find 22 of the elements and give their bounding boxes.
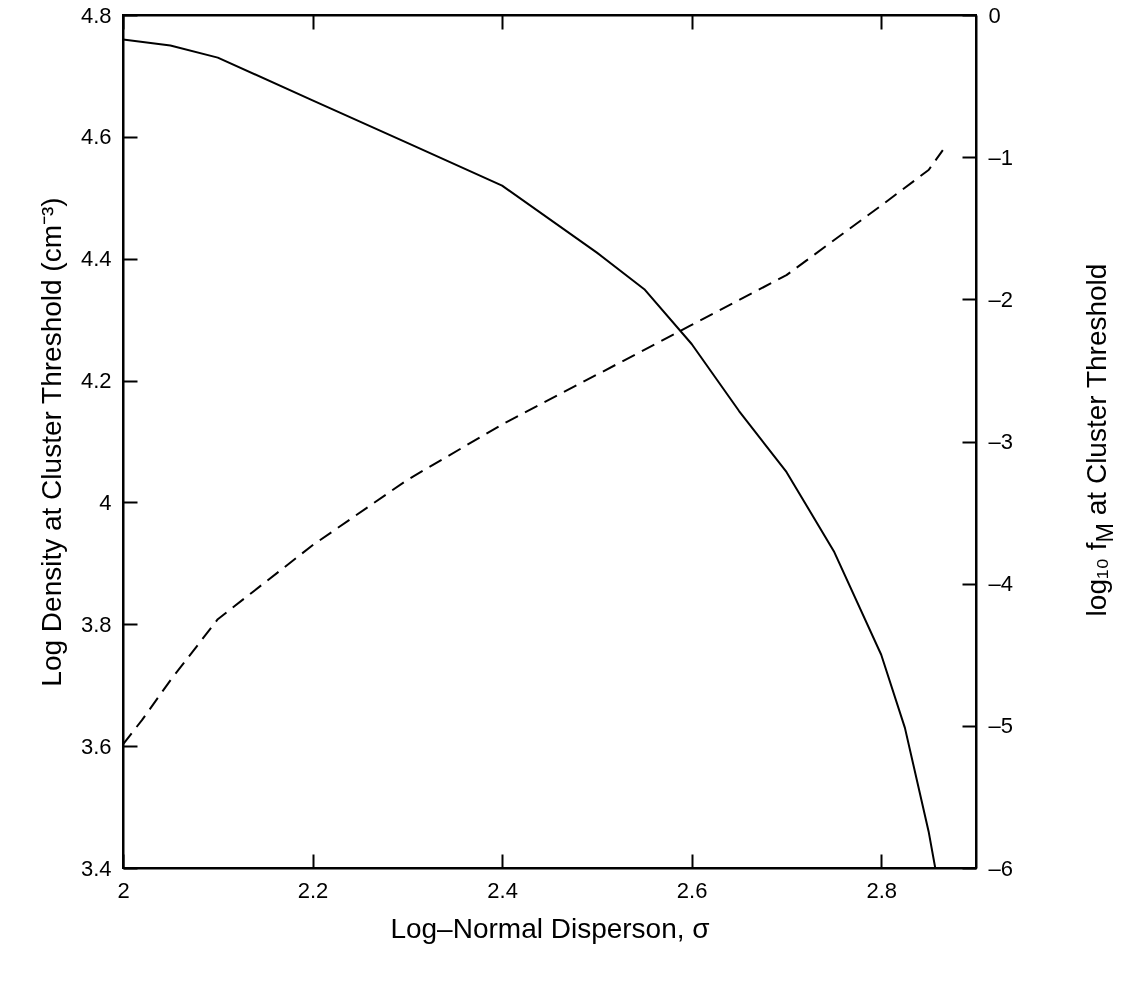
y2-tick-label: –1 <box>988 144 1013 170</box>
y-tick-label: 4.6 <box>80 124 112 150</box>
y2-tick-label: –5 <box>988 713 1013 739</box>
y-tick-label: 4.8 <box>80 2 112 28</box>
y-tick-label: 4.2 <box>80 368 112 394</box>
y-axis-title: Log Density at Cluster Threshold (cm⁻³) <box>35 197 67 687</box>
y-tick-label: 3.4 <box>80 855 112 881</box>
y2-tick-label: –3 <box>988 429 1013 454</box>
y2-tick-label: –6 <box>988 855 1013 881</box>
x-tick-label: 2 <box>117 877 130 903</box>
y-tick-label: 4.4 <box>80 246 112 272</box>
x-tick-label: 2.6 <box>676 877 708 903</box>
y2-tick-label: –4 <box>988 571 1013 597</box>
x-tick-label: 2.2 <box>297 877 329 903</box>
y2-tick-label: –2 <box>988 286 1013 312</box>
y2-tick-label: 0 <box>988 2 1001 28</box>
y-tick-label: 3.6 <box>80 733 112 759</box>
x-tick-label: 2.4 <box>487 877 518 903</box>
x-axis-title: Log–Normal Disperson, σ <box>390 912 710 944</box>
y-tick-label: 4 <box>99 489 112 515</box>
x-tick-label: 2.8 <box>866 877 898 903</box>
y-tick-label: 3.8 <box>80 611 112 637</box>
